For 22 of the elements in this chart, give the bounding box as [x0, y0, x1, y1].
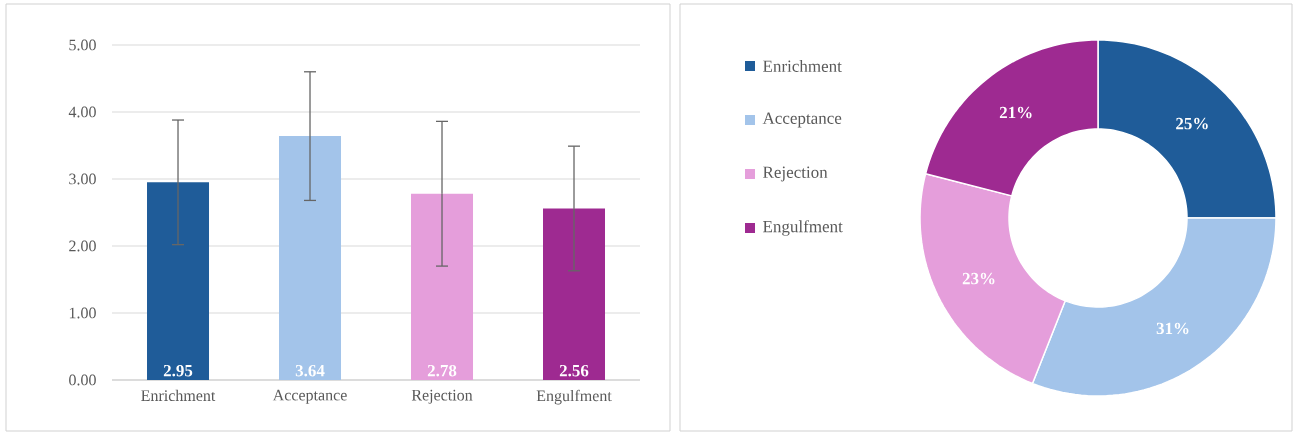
x-tick-label: Enrichment	[141, 389, 216, 402]
data-label: 2.78	[427, 364, 457, 377]
data-label: 23%	[962, 272, 995, 285]
y-tick-label: 2.00	[69, 240, 96, 252]
y-tick-label: 0.00	[69, 374, 96, 386]
x-tick-label: Acceptance	[272, 389, 347, 404]
data-label: 31%	[1156, 322, 1189, 335]
data-label: 2.95	[163, 364, 193, 377]
legend-label: Acceptance	[762, 112, 842, 128]
data-label: 2.56	[559, 364, 589, 377]
legend-label: Engulfment	[763, 220, 843, 236]
legend-label: Enrichment	[763, 60, 842, 72]
x-tick-label: Engulfment	[536, 389, 612, 405]
legend-label: Rejection	[763, 166, 828, 182]
data-label: 21%	[999, 106, 1032, 119]
x-tick-label: Rejection	[411, 389, 473, 404]
y-tick-label: 4.00	[68, 106, 96, 118]
data-label: 3.64	[295, 364, 325, 377]
y-tick-label: 3.00	[69, 173, 96, 185]
y-tick-label: 5.00	[69, 39, 96, 51]
data-label: 25%	[1176, 117, 1208, 130]
y-tick-label: 1.00	[69, 307, 96, 319]
